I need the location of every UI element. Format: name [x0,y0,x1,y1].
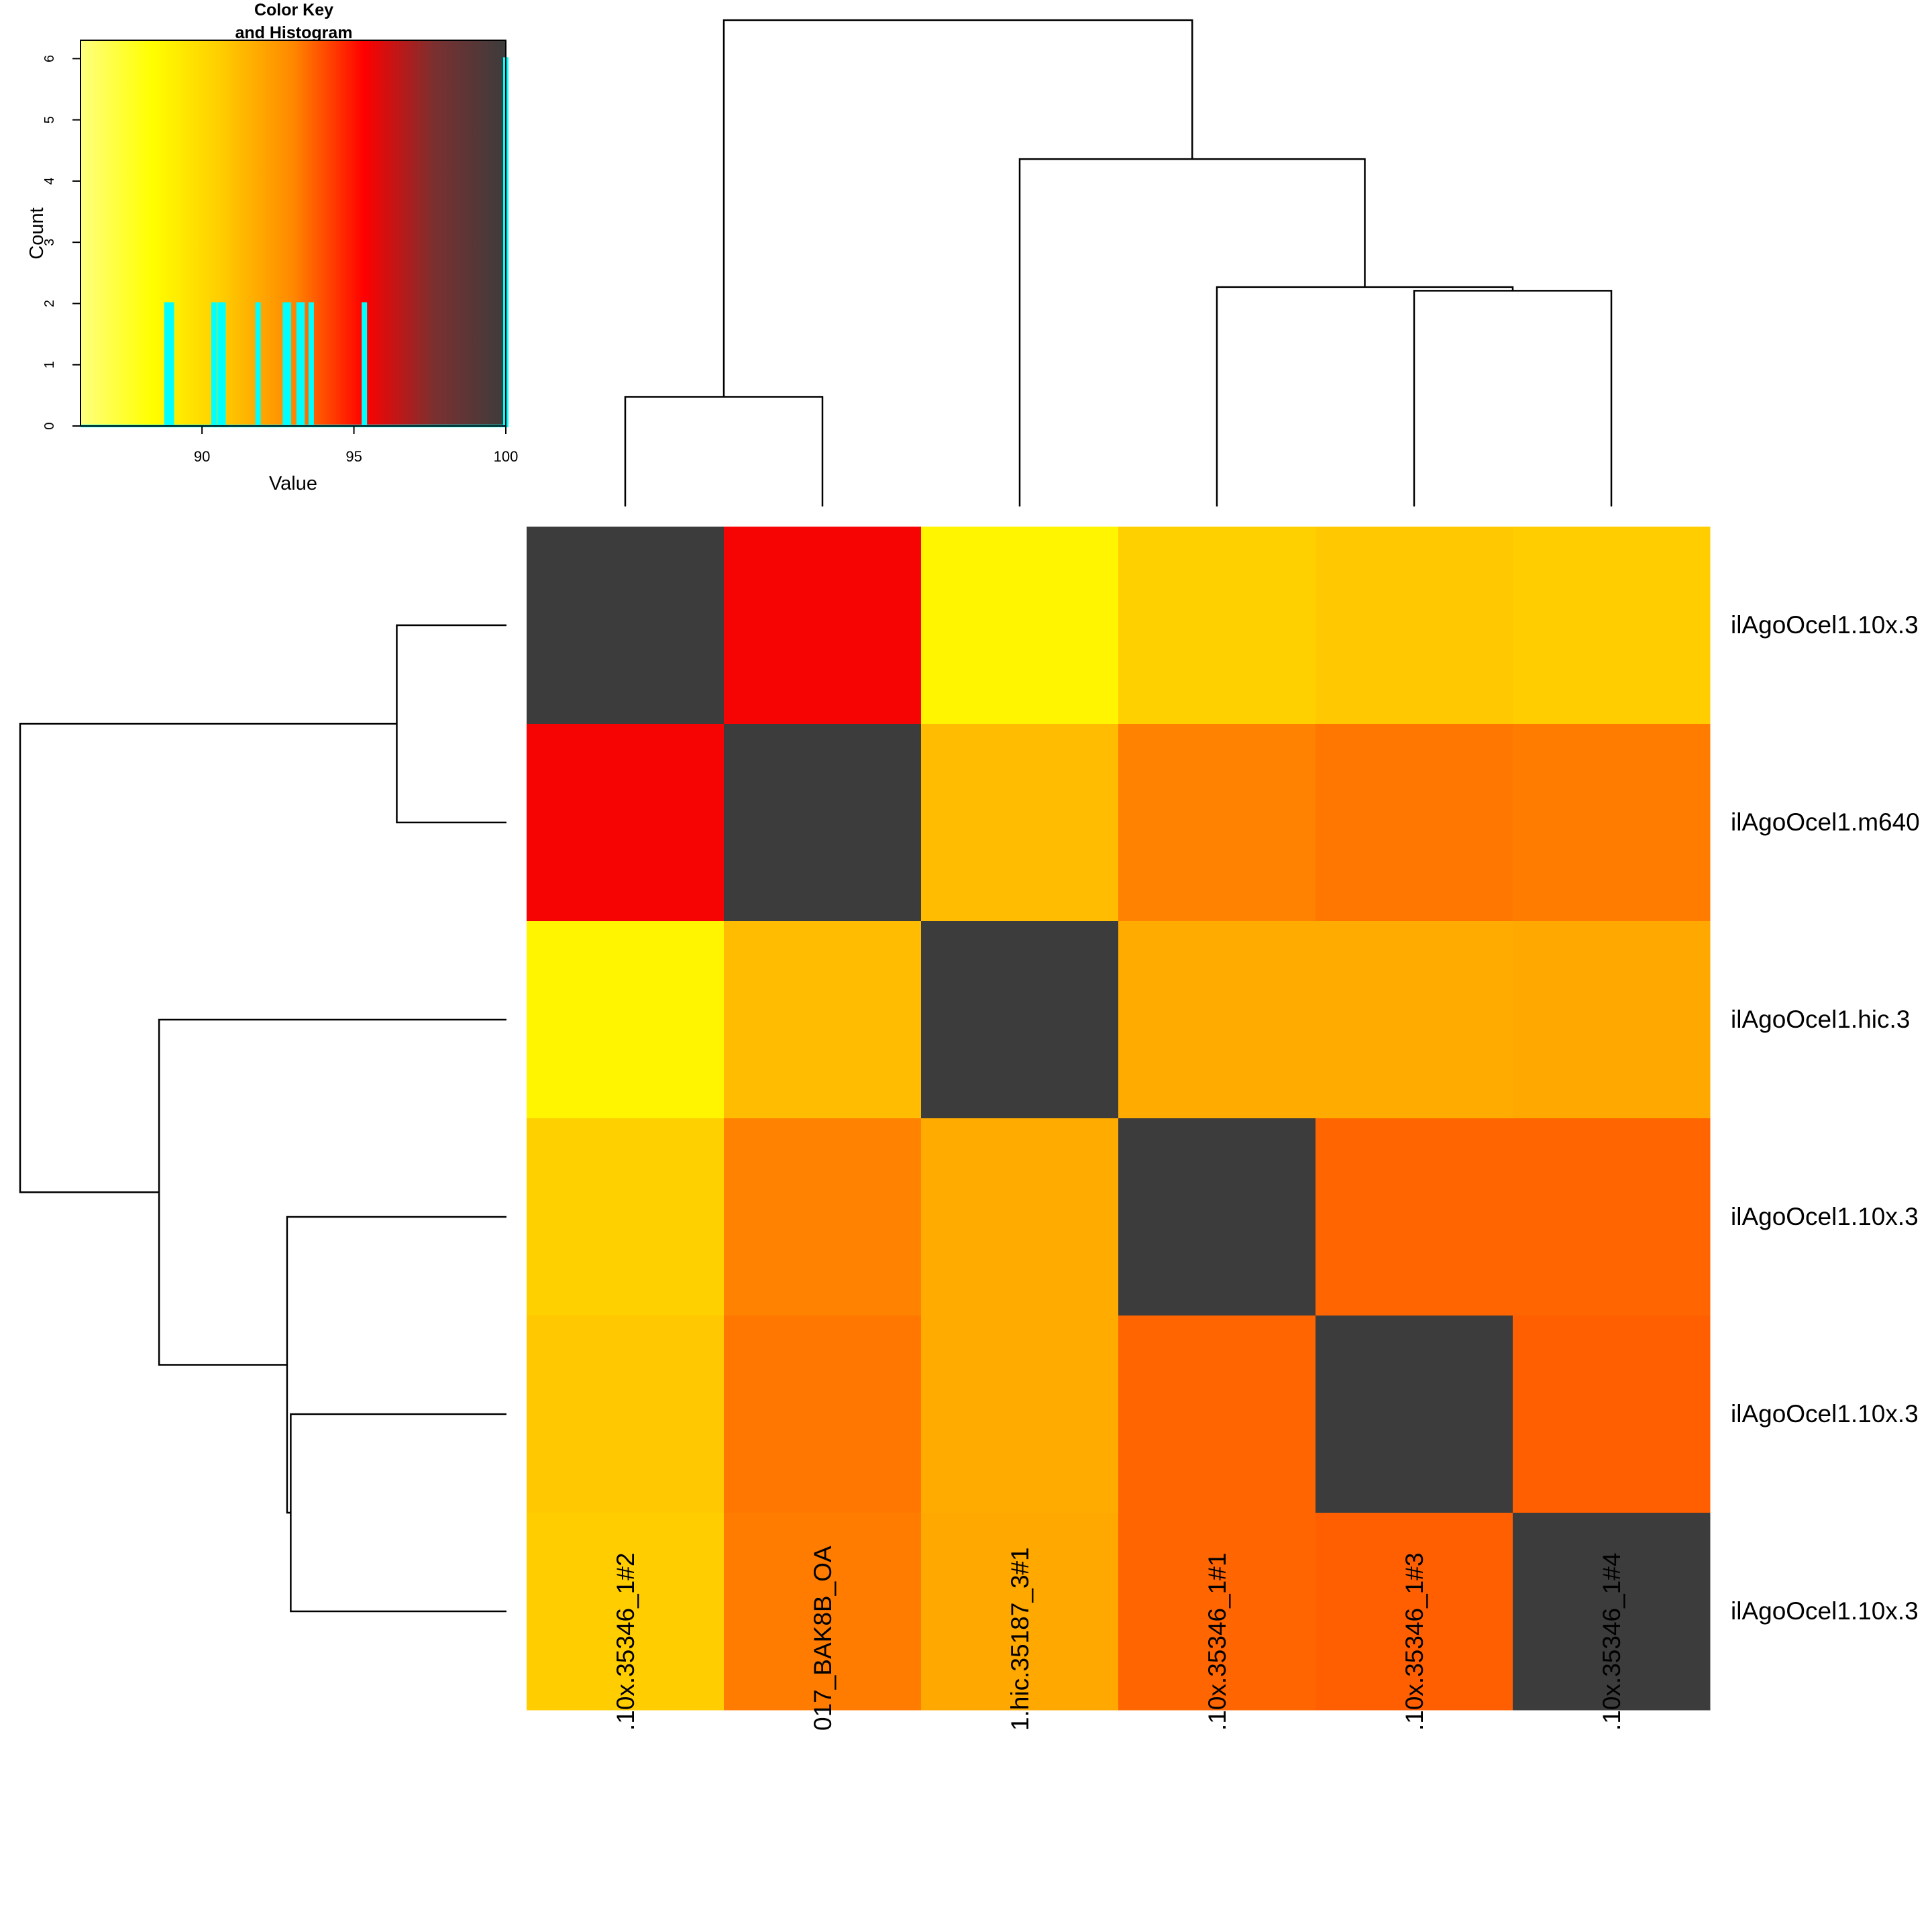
heatmap-cells [527,527,1711,1711]
dendrogram-branch [158,1018,506,1366]
column-dendrogram [624,19,1613,506]
color-key-ylabel: Count [26,207,48,259]
heatmap-cell [1316,724,1513,922]
heatmap-cell [921,921,1119,1119]
dendrogram-branch [1216,286,1514,506]
column-labels: .10x.35346_1#2 017_BAK8B_OA 1.hic.35187_3#… [612,1546,1625,1731]
histogram-bar [219,303,222,426]
histogram-bar [363,303,366,426]
heatmap-cell [527,1118,724,1316]
heatmap-cell [921,1118,1119,1316]
y-tick-label: 5 [42,116,57,123]
heatmap-cell [1118,921,1316,1119]
x-tick-label: 95 [345,448,362,465]
heatmap-cell [921,1316,1119,1513]
x-tick-label: 90 [194,448,210,465]
heatmap-cell [1316,1316,1513,1513]
heatmap-cell [921,527,1119,724]
x-tick-label: 100 [494,448,519,465]
histogram-bar [297,303,301,426]
heatmap-cell [724,724,922,922]
histogram-bar [256,303,260,426]
row-label: ilAgoOcel1.10x.3 [1731,611,1919,639]
histogram-bar [221,303,225,426]
heatmap-cell [1118,1316,1316,1513]
column-label: 017_BAK8B_OA [809,1546,837,1731]
color-key-xlabel: Value [269,473,317,494]
heatmap-cell [1513,921,1711,1119]
heatmap-cell [527,1513,724,1711]
row-labels: ilAgoOcel1.10x.3 ilAgoOcel1.m640 ilAgoOcel… [1731,611,1920,1625]
heatmap-cell [1316,1513,1513,1711]
color-key-title: Color Key [254,1,333,19]
row-label: ilAgoOcel1.hic.3 [1731,1006,1910,1033]
heatmap-cell [1118,1118,1316,1316]
dendrogram-branch [286,1216,506,1514]
row-dendrogram [19,624,506,1613]
heatmap-cell [724,527,922,724]
histogram-bar [165,303,168,426]
heatmap-cell [1513,527,1711,724]
heatmap-cell [1118,527,1316,724]
heatmap-cell [1118,1513,1316,1711]
dendrogram-branch [290,1413,506,1613]
color-key-subtitle: and Histogram [235,23,352,42]
row-label: ilAgoOcel1.10x.3 [1731,1597,1919,1625]
column-label: .10x.35346_1#3 [1401,1553,1428,1731]
heatmap-cell [527,527,724,724]
column-label: 1.hic.35187_3#1 [1006,1547,1034,1731]
heatmap-cell [527,724,724,922]
dendrogram-branch [1413,290,1613,506]
histogram-bar [284,303,287,426]
heatmap-cell [527,921,724,1119]
heatmap-cell [1316,1118,1513,1316]
dendrogram-branch [1018,158,1366,506]
heatmap-cell [1118,724,1316,922]
histogram-bar [309,303,313,426]
dendrogram-branch [722,19,1193,397]
dendrogram-branch [624,396,824,506]
row-label: ilAgoOcel1.10x.3 [1731,1203,1919,1230]
heatmap-cell [1513,724,1711,922]
y-tick-label: 6 [42,55,57,62]
y-tick-label: 2 [42,300,57,307]
row-label: ilAgoOcel1.m640 [1731,808,1920,836]
heatmap-cell [921,724,1119,922]
color-key-x-axis: 90 95 100 [194,426,518,465]
column-label: .10x.35346_1#2 [612,1553,639,1731]
color-key-y-axis: 0 1 2 3 4 5 6 [42,55,80,430]
heatmap-cell [1513,1316,1711,1513]
heatmap-cell [1316,527,1513,724]
histogram-bar [301,303,304,426]
heatmap-cell [724,1513,922,1711]
dendrogram-branch [396,624,506,824]
column-label: .10x.35346_1#4 [1598,1553,1625,1731]
y-tick-label: 1 [42,361,57,368]
heatmap-cell [1513,1118,1711,1316]
dendrogram-branch [19,722,397,1193]
heatmap-cell [724,1316,922,1513]
color-key-gradient [80,40,506,426]
heatmap-cell [1513,1513,1711,1711]
row-label: ilAgoOcel1.10x.3 [1731,1400,1919,1428]
histogram-bar [286,303,290,426]
heatmap-cell [527,1316,724,1513]
histogram-bar [170,303,173,426]
y-tick-label: 0 [42,422,57,429]
histogram-bar [212,303,215,426]
y-tick-label: 4 [42,177,57,184]
heatmap-cell [724,921,922,1119]
color-key-frame [80,40,506,427]
heatmap-cell [921,1513,1119,1711]
heatmap-cell [1316,921,1513,1119]
column-label: .10x.35346_1#1 [1203,1553,1231,1731]
y-tick-label: 3 [42,239,57,246]
heatmap-cell [724,1118,922,1316]
